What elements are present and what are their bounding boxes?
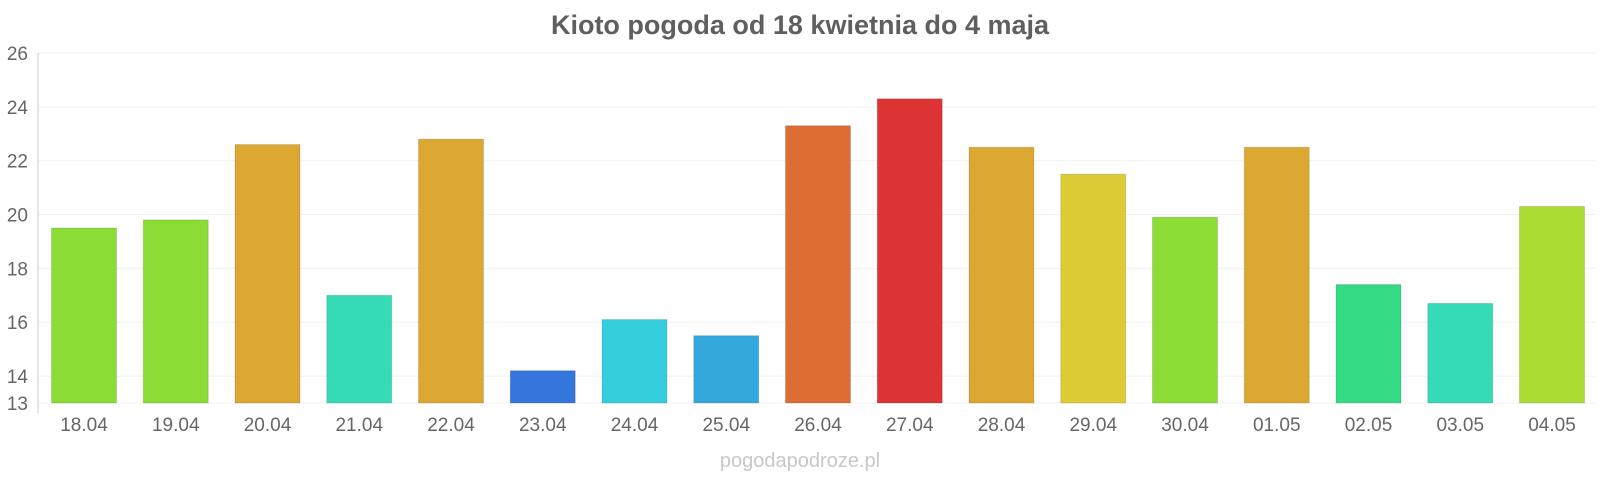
x-tick-label: 04.05 bbox=[1528, 415, 1576, 436]
bar-24.04 bbox=[601, 319, 668, 404]
bar-23.04 bbox=[509, 370, 576, 404]
x-tick-label: 03.05 bbox=[1436, 415, 1484, 436]
bar-27.04 bbox=[876, 98, 943, 404]
bar-chart: 13 14 16 18 20 22 24 26 18.04 19.04 20.04 21.04 22.… bbox=[7, 44, 1595, 436]
x-tick-label: 30.04 bbox=[1161, 415, 1209, 436]
x-tick-label: 23.04 bbox=[519, 415, 567, 436]
bar-28.04 bbox=[968, 146, 1035, 404]
bar-21.04 bbox=[326, 294, 393, 404]
bar-20.04 bbox=[234, 144, 301, 404]
x-tick-label: 20.04 bbox=[244, 415, 292, 436]
x-tick-label: 19.04 bbox=[152, 415, 200, 436]
y-tick-label: 18 bbox=[7, 259, 28, 280]
bar-18.04 bbox=[51, 227, 117, 404]
x-tick-label: 22.04 bbox=[427, 415, 475, 436]
bar-19.04 bbox=[142, 219, 209, 404]
bar-04.05 bbox=[1519, 205, 1585, 404]
x-axis-labels: 18.04 19.04 20.04 21.04 22.04 23.04 24.04 25.04… bbox=[60, 415, 1576, 436]
watermark: pogodapodroze.pl bbox=[719, 450, 881, 472]
chart-title: Kioto pogoda od 18 kwietnia do 4 maja bbox=[550, 10, 1050, 40]
bar-22.04 bbox=[418, 138, 484, 404]
y-tick-label: 26 bbox=[7, 44, 28, 65]
bars bbox=[51, 98, 1585, 404]
y-tick-label: 24 bbox=[7, 98, 29, 119]
x-tick-label: 25.04 bbox=[702, 415, 750, 436]
bar-25.04 bbox=[693, 335, 760, 404]
x-tick-label: 28.04 bbox=[978, 415, 1026, 436]
x-tick-label: 27.04 bbox=[886, 415, 934, 436]
x-tick-label: 26.04 bbox=[794, 415, 842, 436]
x-tick-label: 02.05 bbox=[1345, 415, 1393, 436]
y-tick-label: 13 bbox=[7, 394, 28, 415]
y-tick-label: 20 bbox=[7, 206, 28, 227]
x-tick-label: 24.04 bbox=[611, 415, 659, 436]
bar-29.04 bbox=[1060, 173, 1127, 404]
x-tick-label: 01.05 bbox=[1253, 415, 1301, 436]
x-tick-label: 21.04 bbox=[335, 415, 383, 436]
bar-03.05 bbox=[1427, 302, 1494, 404]
y-tick-label: 22 bbox=[7, 152, 28, 173]
x-tick-label: 29.04 bbox=[1069, 415, 1117, 436]
bar-02.05 bbox=[1335, 284, 1402, 404]
bar-30.04 bbox=[1152, 216, 1218, 404]
bar-26.04 bbox=[785, 125, 851, 404]
x-tick-label: 18.04 bbox=[60, 415, 108, 436]
y-tick-label: 14 bbox=[7, 367, 29, 388]
bar-01.05 bbox=[1243, 146, 1310, 404]
y-axis: 13 14 16 18 20 22 24 26 bbox=[7, 44, 39, 415]
y-tick-label: 16 bbox=[7, 313, 28, 334]
